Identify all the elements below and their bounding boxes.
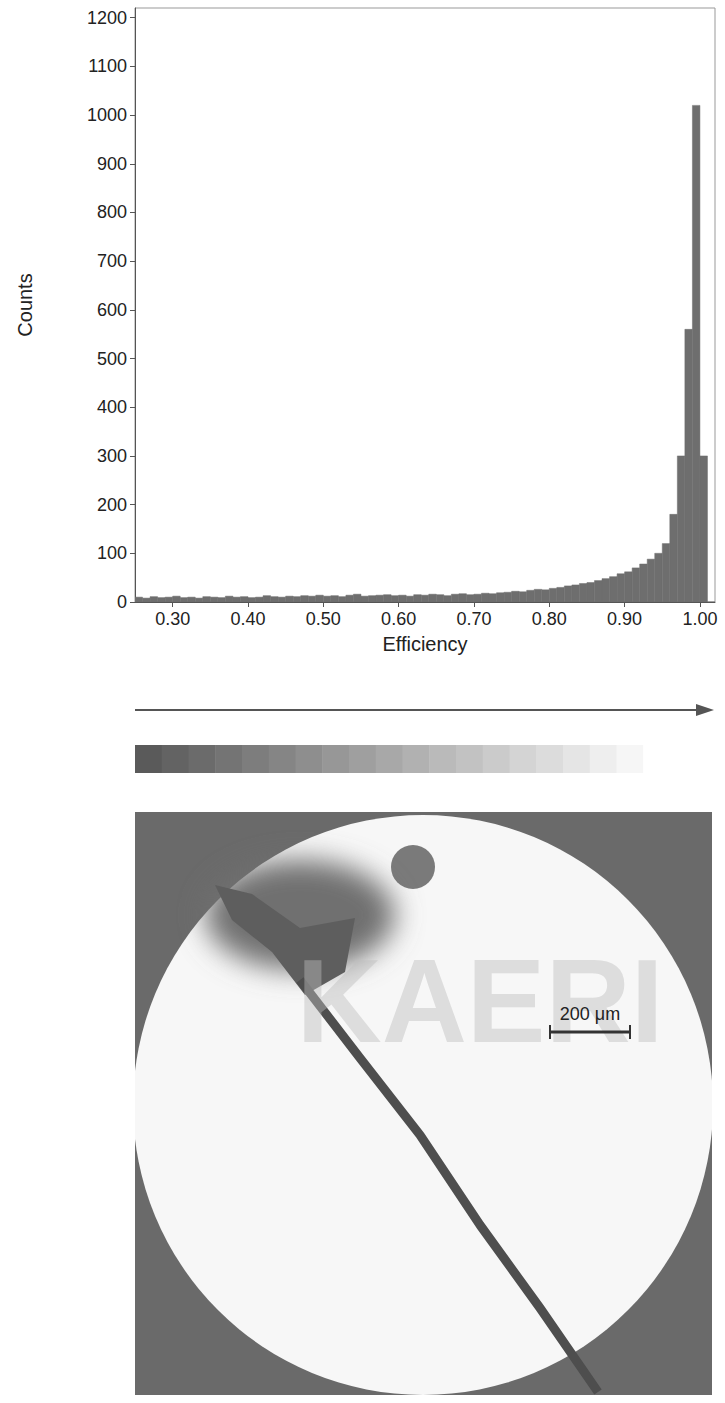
svg-text:1000: 1000 [87,105,127,125]
svg-text:0.50: 0.50 [306,609,341,629]
svg-text:500: 500 [97,349,127,369]
svg-text:0.90: 0.90 [607,609,642,629]
svg-text:800: 800 [97,202,127,222]
svg-text:0.40: 0.40 [230,609,265,629]
svg-text:0: 0 [117,592,127,612]
svg-text:400: 400 [97,397,127,417]
svg-text:900: 900 [97,154,127,174]
svg-text:0.60: 0.60 [381,609,416,629]
svg-text:200 μm: 200 μm [560,1004,620,1024]
svg-text:700: 700 [97,251,127,271]
svg-text:1.00: 1.00 [682,609,717,629]
svg-text:Efficiency: Efficiency [382,633,467,655]
svg-text:600: 600 [97,300,127,320]
svg-text:Counts: Counts [14,273,36,336]
svg-text:0.80: 0.80 [532,609,567,629]
svg-text:0.30: 0.30 [155,609,190,629]
svg-text:KAERI: KAERI [296,935,663,1067]
svg-text:200: 200 [97,495,127,515]
svg-text:300: 300 [97,446,127,466]
svg-text:0.70: 0.70 [456,609,491,629]
svg-text:1100: 1100 [88,56,127,76]
svg-text:100: 100 [97,543,127,563]
svg-text:1200: 1200 [87,8,127,28]
